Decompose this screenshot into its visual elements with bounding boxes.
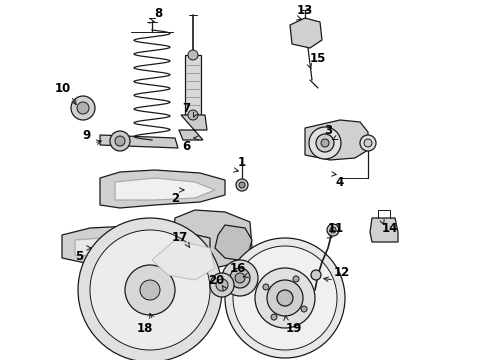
Polygon shape (185, 55, 201, 115)
Polygon shape (100, 170, 225, 208)
Circle shape (293, 276, 299, 282)
Circle shape (110, 131, 130, 151)
Text: 20: 20 (208, 274, 224, 287)
Text: 19: 19 (286, 321, 302, 334)
Circle shape (271, 314, 277, 320)
Text: 2: 2 (171, 192, 179, 204)
Circle shape (188, 50, 198, 60)
Text: 13: 13 (297, 4, 313, 17)
Text: 3: 3 (324, 123, 332, 136)
Circle shape (309, 127, 341, 159)
Text: 1: 1 (238, 156, 246, 168)
Text: 5: 5 (75, 249, 83, 262)
Polygon shape (179, 115, 207, 140)
Text: 6: 6 (182, 140, 190, 153)
Circle shape (210, 273, 234, 297)
Circle shape (255, 268, 315, 328)
Polygon shape (305, 120, 368, 160)
Circle shape (90, 230, 210, 350)
Text: 4: 4 (336, 176, 344, 189)
Circle shape (230, 268, 250, 288)
Circle shape (311, 270, 321, 280)
Circle shape (235, 273, 245, 283)
Circle shape (140, 280, 160, 300)
Circle shape (236, 179, 248, 191)
Circle shape (239, 182, 245, 188)
Circle shape (277, 290, 293, 306)
Circle shape (321, 139, 329, 147)
Circle shape (125, 265, 175, 315)
Circle shape (78, 218, 222, 360)
Text: 9: 9 (82, 129, 90, 141)
Text: 10: 10 (55, 81, 71, 95)
Circle shape (301, 306, 307, 312)
Circle shape (188, 110, 198, 120)
Text: 18: 18 (137, 321, 153, 334)
Polygon shape (62, 226, 210, 264)
Polygon shape (290, 18, 322, 48)
Circle shape (263, 284, 269, 290)
Polygon shape (152, 240, 215, 280)
Circle shape (225, 238, 345, 358)
Polygon shape (100, 135, 178, 148)
Polygon shape (370, 218, 398, 242)
Circle shape (222, 260, 258, 296)
Text: 14: 14 (382, 221, 398, 234)
Text: 12: 12 (334, 266, 350, 279)
Circle shape (115, 136, 125, 146)
Circle shape (77, 102, 89, 114)
Circle shape (216, 279, 228, 291)
Circle shape (327, 224, 339, 236)
Text: 16: 16 (230, 261, 246, 274)
Polygon shape (75, 236, 195, 258)
Circle shape (364, 139, 372, 147)
Text: 7: 7 (182, 102, 190, 114)
Circle shape (330, 227, 336, 233)
Polygon shape (115, 178, 215, 200)
Text: 15: 15 (310, 51, 326, 64)
Text: 8: 8 (154, 6, 162, 19)
Text: 17: 17 (172, 230, 188, 243)
Polygon shape (172, 210, 252, 268)
Circle shape (233, 246, 337, 350)
Circle shape (71, 96, 95, 120)
Circle shape (316, 134, 334, 152)
Circle shape (267, 280, 303, 316)
Polygon shape (215, 225, 252, 260)
Text: 11: 11 (328, 221, 344, 234)
Circle shape (360, 135, 376, 151)
